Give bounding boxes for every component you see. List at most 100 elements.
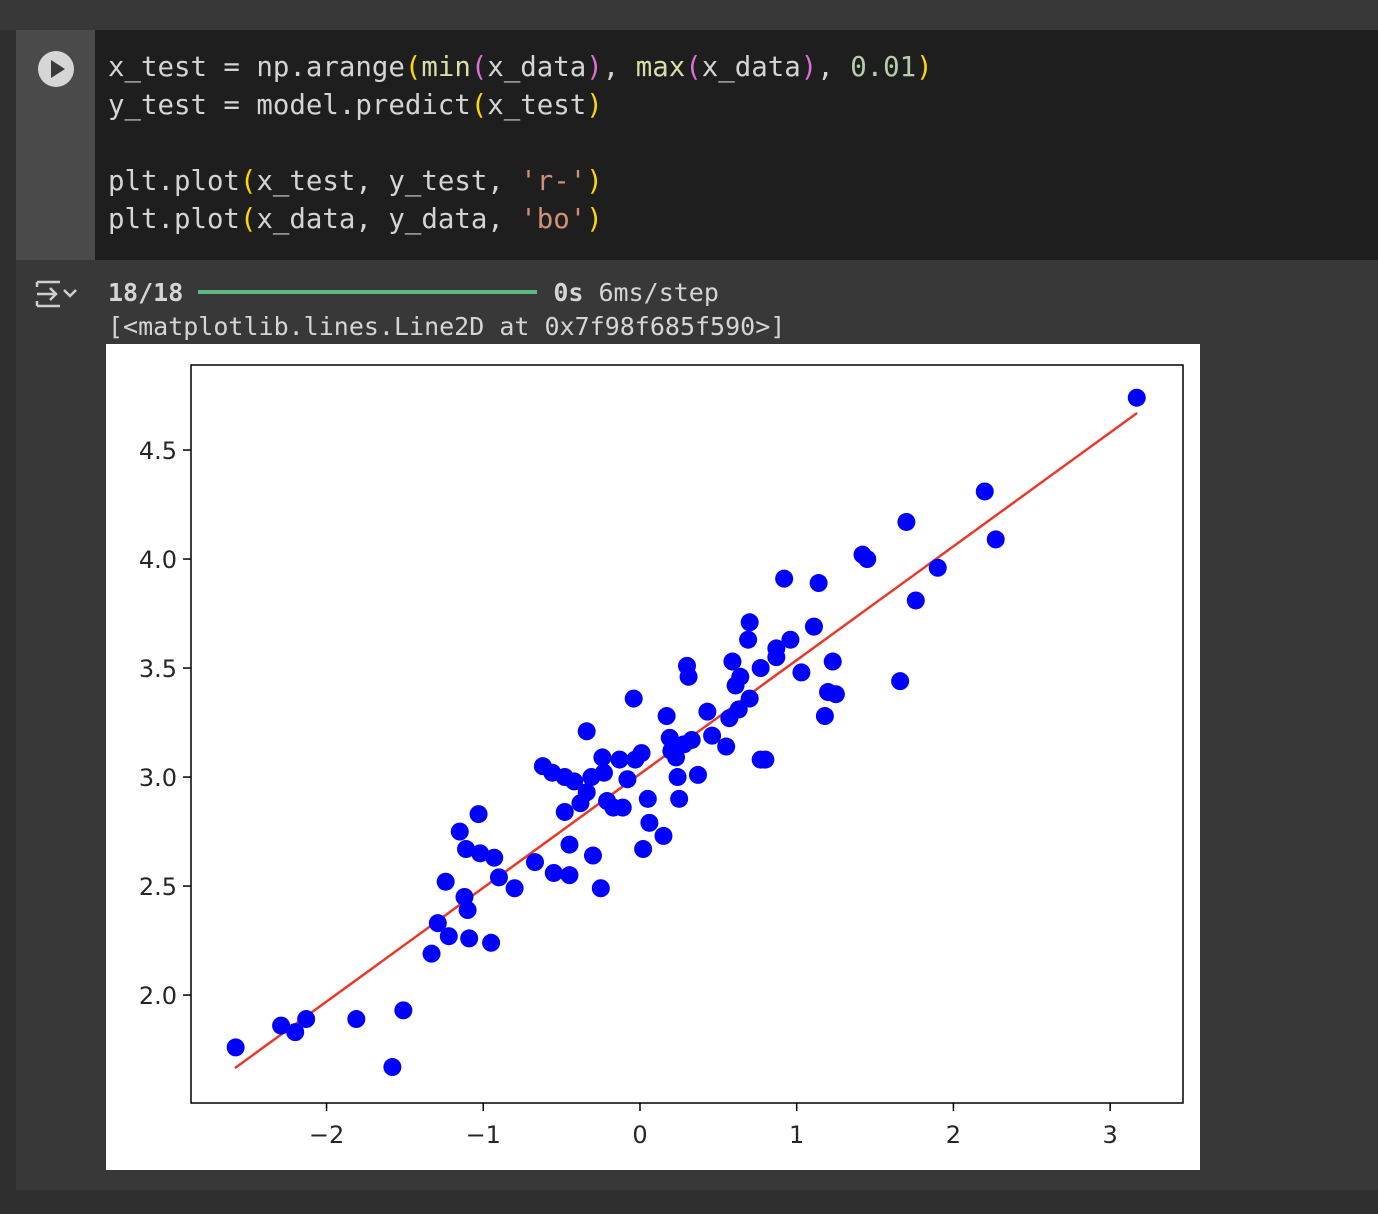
data-point <box>670 789 689 808</box>
code-token: x_test, y_test, <box>256 166 521 197</box>
data-point <box>682 730 701 749</box>
code-editor[interactable] <box>95 30 1378 260</box>
code-token: x_data <box>701 52 801 83</box>
code-token: y_test = model.predict <box>108 90 471 121</box>
progress-line: 18/18 0s 6ms/step <box>108 278 719 308</box>
data-point <box>347 1010 366 1029</box>
output-caret[interactable] <box>63 289 77 298</box>
data-point <box>471 844 490 863</box>
data-point <box>804 617 823 636</box>
data-point <box>640 813 659 832</box>
data-point <box>1127 388 1146 407</box>
top-bar <box>0 0 1378 30</box>
data-point <box>272 1016 291 1035</box>
output-icon[interactable] <box>35 280 60 308</box>
code-token: ( <box>404 52 422 83</box>
data-point <box>897 512 916 531</box>
data-point <box>610 750 629 769</box>
data-point <box>731 667 750 686</box>
data-point <box>809 574 828 593</box>
x-tick-label: 2 <box>946 1121 961 1149</box>
code-token: 'r-' <box>520 166 587 197</box>
code-token: min <box>421 52 471 83</box>
data-point <box>577 722 596 741</box>
data-point <box>928 558 947 577</box>
data-point <box>679 667 698 686</box>
code-token: , <box>817 52 851 83</box>
data-point <box>703 726 722 745</box>
data-point <box>394 1001 413 1020</box>
code-token: ( <box>470 52 488 83</box>
progress-time: 0s <box>553 278 584 307</box>
data-point <box>544 863 563 882</box>
code-token: plt.plot <box>108 204 240 235</box>
data-point <box>565 772 584 791</box>
data-point <box>986 530 1005 549</box>
data-point <box>560 835 579 854</box>
data-point <box>632 744 651 763</box>
data-point <box>756 750 775 769</box>
code-line: plt.plot(x_test, y_test, 'r-') <box>108 163 933 201</box>
data-point <box>436 872 455 891</box>
data-point <box>485 848 504 867</box>
chart: −2 −1 0 1 2 3 2.0 2.5 3.0 3.5 4.0 4.5 <box>106 344 1200 1170</box>
code-token: ) <box>586 166 603 197</box>
y-tick-label: 3.0 <box>139 764 177 792</box>
output-toggle[interactable] <box>34 276 80 312</box>
data-point <box>460 929 479 948</box>
code-token: ) <box>586 90 603 121</box>
x-tick-label: 1 <box>789 1121 804 1149</box>
progress-bar <box>198 290 538 294</box>
run-button-icon[interactable] <box>51 60 65 78</box>
y-tick-label: 2.0 <box>139 982 177 1010</box>
data-point <box>594 763 613 782</box>
code-token: x_data, y_data, <box>256 204 521 235</box>
y-tick-label: 3.5 <box>139 655 177 683</box>
code-token: ) <box>586 52 603 83</box>
code-line: plt.plot(x_data, y_data, 'bo') <box>108 201 933 239</box>
data-point <box>815 707 834 726</box>
data-point <box>489 868 508 887</box>
data-point <box>781 630 800 649</box>
data-point <box>723 652 742 671</box>
run-button[interactable] <box>36 49 76 89</box>
data-point <box>858 550 877 569</box>
code-token: 'bo' <box>520 204 587 235</box>
output-result: [<matplotlib.lines.Line2D at 0x7f98f685f… <box>108 312 786 341</box>
x-tick-label: −2 <box>309 1121 344 1149</box>
y-tick-label: 2.5 <box>139 873 177 901</box>
code-token: plt.plot <box>108 166 240 197</box>
axes-frame <box>190 364 1184 1104</box>
y-tick-label: 4.0 <box>139 546 177 574</box>
code-token: max <box>635 52 686 83</box>
x-tick-label: −1 <box>466 1121 501 1149</box>
data-point <box>634 840 653 859</box>
data-point <box>439 927 458 946</box>
data-point <box>906 591 925 610</box>
data-point <box>775 569 794 588</box>
code-line <box>108 125 933 163</box>
code-line: x_test = np.arange(min(x_data), max(x_da… <box>108 49 933 87</box>
code-token: ) <box>586 204 603 235</box>
y-tick-label: 4.5 <box>139 437 177 465</box>
data-point <box>823 652 842 671</box>
code-token: , <box>602 52 636 83</box>
data-point <box>583 846 602 865</box>
data-point <box>482 933 501 952</box>
code-token: ) <box>916 52 933 83</box>
data-point <box>450 822 469 841</box>
data-point <box>729 700 748 719</box>
code-token: ) <box>800 52 818 83</box>
data-point <box>739 630 758 649</box>
data-point <box>577 783 596 802</box>
data-point <box>422 944 441 963</box>
data-point <box>383 1058 402 1077</box>
data-point <box>667 748 686 767</box>
data-point <box>792 663 811 682</box>
data-point <box>688 765 707 784</box>
data-point <box>654 826 673 845</box>
code-token: x_test = np.arange <box>108 52 405 83</box>
data-point <box>428 914 447 933</box>
data-point <box>505 879 524 898</box>
